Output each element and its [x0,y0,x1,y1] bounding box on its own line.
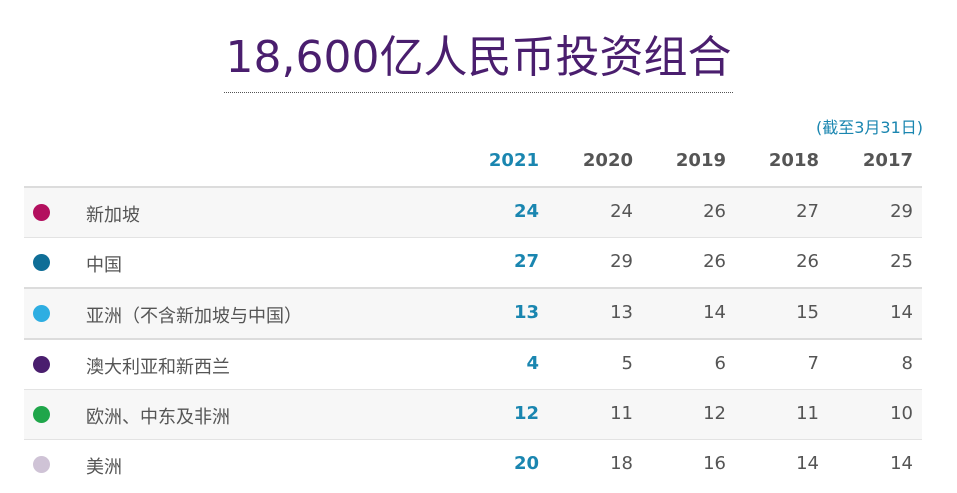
row-label: 亚洲（不含新加坡与中国） [86,306,302,327]
value-2020: 13 [610,302,633,323]
column-header-2020: 2020 [582,150,633,171]
value-2017: 10 [890,403,913,424]
row-label: 澳大利亚和新西兰 [86,357,230,378]
value-2020: 11 [610,403,633,424]
row-label: 美洲 [86,457,122,478]
value-2019: 12 [703,403,726,424]
value-2018: 15 [796,302,819,323]
table-header: 2021 2020 2019 2018 2017 [24,138,922,188]
column-header-2019: 2019 [675,150,726,171]
table-row: 新加坡 24 24 26 27 29 [24,188,922,238]
legend-dot-icon [33,356,50,373]
value-2021: 24 [513,201,539,222]
row-label: 中国 [86,255,122,276]
value-2017: 14 [890,453,913,474]
value-2017: 25 [890,251,913,272]
value-2020: 18 [610,453,633,474]
value-2021: 27 [513,251,539,272]
value-2019: 6 [714,353,726,374]
table-row: 亚洲（不含新加坡与中国） 13 13 14 15 14 [24,289,922,340]
value-2021: 13 [513,302,539,323]
value-2018: 27 [796,201,819,222]
row-label: 欧洲、中东及非洲 [86,407,230,428]
table-row: 美洲 20 18 16 14 14 [24,440,922,489]
value-2019: 16 [703,453,726,474]
row-label: 新加坡 [86,205,140,226]
value-2021: 12 [513,403,539,424]
value-2020: 24 [610,201,633,222]
value-2019: 26 [703,251,726,272]
value-2017: 8 [901,353,913,374]
value-2018: 26 [796,251,819,272]
column-header-2018: 2018 [768,150,819,171]
table-row: 澳大利亚和新西兰 4 5 6 7 8 [24,340,922,390]
column-header-2021: 2021 [488,150,539,171]
column-header-2017: 2017 [862,150,913,171]
value-2017: 29 [890,201,913,222]
value-2018: 7 [807,353,819,374]
table-row: 中国 27 29 26 26 25 [24,238,922,289]
value-2018: 14 [796,453,819,474]
value-2017: 14 [890,302,913,323]
title-container: 18,600亿人民币投资组合 [0,30,957,93]
value-2019: 26 [703,201,726,222]
value-2020: 5 [621,353,633,374]
legend-dot-icon [33,305,50,322]
page-title: 18,600亿人民币投资组合 [223,30,734,93]
legend-dot-icon [33,204,50,221]
value-2018: 11 [796,403,819,424]
value-2021: 4 [526,353,539,374]
table-row: 欧洲、中东及非洲 12 11 12 11 10 [24,390,922,440]
as-of-note: (截至3月31日) [815,118,923,137]
legend-dot-icon [33,254,50,271]
legend-dot-icon [33,406,50,423]
portfolio-table: 2021 2020 2019 2018 2017 新加坡 24 24 26 27… [24,138,922,489]
value-2021: 20 [513,453,539,474]
legend-dot-icon [33,456,50,473]
value-2019: 14 [703,302,726,323]
value-2020: 29 [610,251,633,272]
